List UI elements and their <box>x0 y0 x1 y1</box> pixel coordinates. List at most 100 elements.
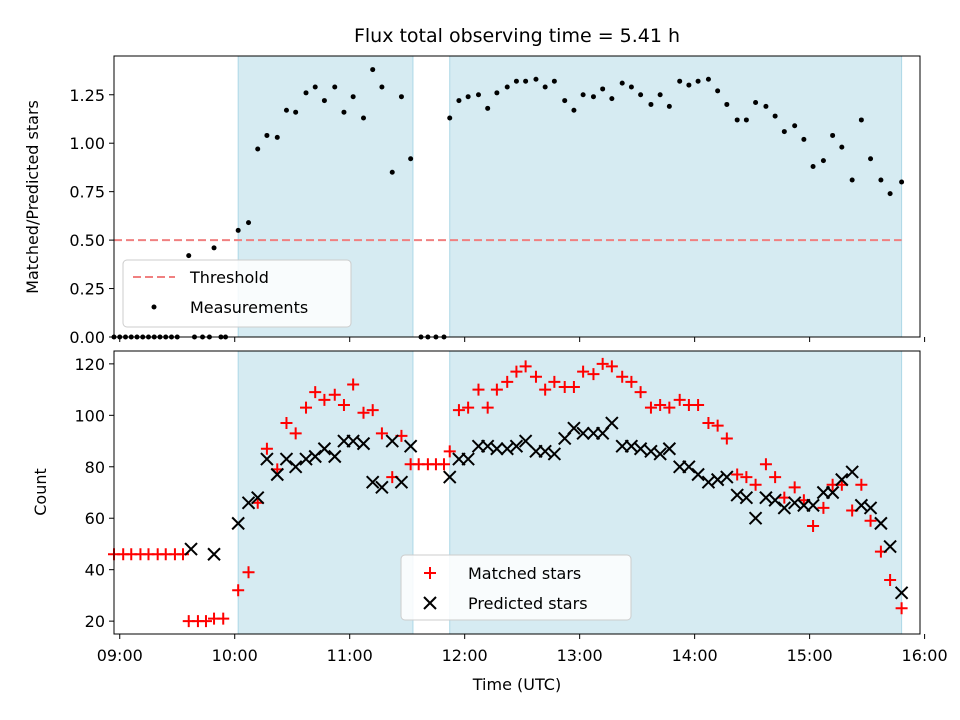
measurement-point <box>638 92 644 98</box>
top-legend-box <box>122 259 352 328</box>
predicted-star-marker <box>394 475 409 489</box>
measurement-point <box>628 84 634 90</box>
predicted-star-marker <box>443 470 457 484</box>
matched-star-marker <box>577 365 590 378</box>
measurement-point <box>504 84 510 90</box>
matched-star-marker <box>788 481 801 494</box>
matched-star-marker <box>300 401 313 414</box>
legend-matched-label: Matched stars <box>468 564 581 583</box>
predicted-star-marker <box>231 516 245 531</box>
predicted-star-marker <box>251 490 265 505</box>
y-tick-label: 1.25 <box>69 86 105 105</box>
predicted-star-marker <box>806 498 820 513</box>
predicted-star-marker <box>653 447 667 461</box>
measurement-point <box>571 107 577 113</box>
measurement-point <box>350 94 356 100</box>
matched-star-marker <box>596 357 609 370</box>
predicted-star-marker <box>518 434 533 448</box>
measurement-point <box>801 136 807 142</box>
matched-star-marker <box>625 375 638 388</box>
measurement-point <box>235 227 241 233</box>
matched-star-marker <box>199 615 212 628</box>
predicted-star-marker <box>365 475 380 489</box>
x-tick-label: 10:00 <box>212 646 258 665</box>
y-tick-label: 80 <box>85 458 105 477</box>
predicted-star-marker <box>270 467 284 482</box>
matched-star-marker <box>731 468 744 481</box>
measurement-point <box>657 92 663 98</box>
matched-star-marker <box>663 401 676 414</box>
measurement-point <box>293 109 299 115</box>
matched-star-marker <box>437 458 450 471</box>
bottom-panel: 20 40 60 80 100 120 09:00 10:00 11:00 12:00 13:00… <box>31 350 948 694</box>
top-y-axis-label: Matched/Predicted stars <box>23 100 42 294</box>
matched-star-marker <box>749 478 762 491</box>
bottom-legend: Matched stars Predicted stars <box>400 554 632 621</box>
measurement-point <box>370 67 376 73</box>
predicted-star-marker <box>356 436 371 451</box>
measurement-point <box>562 98 568 104</box>
legend-matched-swatch <box>424 567 436 579</box>
matched-star-marker <box>232 584 245 597</box>
legend-measurements-label: Measurements <box>190 298 308 317</box>
predicted-star-marker <box>863 501 878 515</box>
matched-star-marker <box>864 514 877 527</box>
bottom-y-axis-label: Count <box>31 468 50 516</box>
predicted-star-marker <box>490 442 504 456</box>
matched-star-marker <box>884 573 897 586</box>
top-observing-shades <box>237 55 903 338</box>
measurement-point <box>542 84 548 90</box>
y-tick-label: 0.50 <box>69 231 105 250</box>
predicted-star-marker <box>260 452 274 466</box>
measurement-point <box>715 88 721 94</box>
measurement-point <box>590 94 596 100</box>
measurement-point <box>341 109 347 115</box>
measurement-point <box>858 117 864 123</box>
x-tick-label: 15:00 <box>787 646 833 665</box>
measurement-point <box>456 98 462 104</box>
y-tick-label: 60 <box>85 509 105 528</box>
measurement-point <box>283 107 289 113</box>
predicted-star-marker <box>874 516 888 531</box>
y-tick-label: 0.25 <box>69 280 105 299</box>
matched-star-marker <box>510 365 523 378</box>
matched-star-marker <box>519 360 532 373</box>
measurement-point <box>485 105 491 111</box>
matched-star-marker <box>443 445 456 458</box>
matched-star-marker <box>769 471 782 484</box>
legend-measurements-swatch <box>151 304 157 310</box>
measurement-point <box>666 103 672 109</box>
measurement-point <box>839 144 845 150</box>
x-tick-label: 11:00 <box>327 646 373 665</box>
predicted-star-marker <box>328 449 342 464</box>
measurement-point <box>332 84 338 90</box>
y-tick-label: 100 <box>74 406 105 425</box>
matched-star-marker <box>462 401 475 414</box>
predicted-star-marker <box>308 449 322 464</box>
chart-title: Flux total observing time = 5.41 h <box>354 25 680 47</box>
measurement-point <box>264 132 270 138</box>
top-panel: Flux total observing time = 5.41 h 0.00 0… <box>23 25 926 347</box>
predicted-star-marker <box>777 501 792 515</box>
matched-star-marker <box>472 383 485 396</box>
predicted-star-marker <box>509 439 524 453</box>
measurement-point <box>899 179 905 185</box>
matched-star-marker <box>501 375 514 388</box>
y-tick-label: 0.00 <box>69 328 105 347</box>
predicted-star-marker <box>317 442 332 456</box>
matched-star-marker <box>720 432 733 445</box>
measurement-point <box>677 78 683 84</box>
legend-threshold-label: Threshold <box>189 268 269 287</box>
legend-predicted-label: Predicted stars <box>468 594 588 613</box>
predicted-stars-series <box>184 416 909 600</box>
measurement-point <box>695 78 701 84</box>
x-tick-label: 13:00 <box>557 646 603 665</box>
matched-star-marker <box>855 478 868 491</box>
y-tick-label: 40 <box>85 561 105 580</box>
matched-star-marker <box>337 399 350 412</box>
measurement-point <box>389 169 395 175</box>
measurement-point <box>724 101 730 107</box>
matched-star-marker <box>644 401 657 414</box>
measurement-point <box>868 156 874 162</box>
predicted-star-marker <box>207 547 221 561</box>
